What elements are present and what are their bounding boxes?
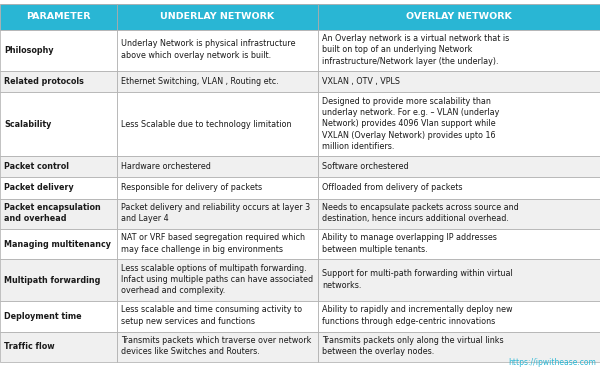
- Text: Designed to provide more scalability than
underlay network. For e.g. – VLAN (und: Designed to provide more scalability tha…: [322, 97, 499, 151]
- Text: Hardware orchestered: Hardware orchestered: [121, 162, 211, 171]
- Bar: [318, 259, 600, 301]
- Text: UNDERLAY NETWORK: UNDERLAY NETWORK: [160, 12, 275, 21]
- Text: https://ipwithease.com: https://ipwithease.com: [508, 358, 596, 367]
- Text: Scalability: Scalability: [4, 120, 52, 129]
- Bar: [0, 30, 117, 71]
- Bar: [117, 229, 318, 259]
- Text: Philosophy: Philosophy: [4, 46, 53, 55]
- Text: NAT or VRF based segregation required which
may face challenge in big environmen: NAT or VRF based segregation required wh…: [121, 233, 305, 253]
- Bar: [0, 199, 117, 229]
- Text: Deployment time: Deployment time: [4, 312, 82, 321]
- Bar: [117, 30, 318, 71]
- Bar: [117, 332, 318, 362]
- Bar: [318, 92, 600, 157]
- Text: PARAMETER: PARAMETER: [26, 12, 91, 21]
- Bar: [0, 332, 117, 362]
- Bar: [117, 178, 318, 199]
- Bar: [117, 71, 318, 92]
- Bar: [117, 259, 318, 301]
- Bar: [318, 332, 600, 362]
- Bar: [318, 157, 600, 178]
- Bar: [0, 301, 117, 332]
- Bar: [318, 71, 600, 92]
- Bar: [0, 229, 117, 259]
- Text: Related protocols: Related protocols: [4, 77, 84, 87]
- Text: Offloaded from delivery of packets: Offloaded from delivery of packets: [322, 184, 463, 192]
- Text: Software orchestered: Software orchestered: [322, 162, 409, 171]
- Bar: [318, 178, 600, 199]
- Bar: [318, 301, 600, 332]
- Text: Less Scalable due to technology limitation: Less Scalable due to technology limitati…: [121, 120, 292, 129]
- Bar: [117, 301, 318, 332]
- Bar: [318, 229, 600, 259]
- Text: Packet delivery and reliability occurs at layer 3
and Layer 4: Packet delivery and reliability occurs a…: [121, 203, 310, 223]
- Text: Packet encapsulation
and overhead: Packet encapsulation and overhead: [4, 203, 101, 223]
- Bar: [117, 199, 318, 229]
- Bar: [0, 157, 117, 178]
- Text: OVERLAY NETWORK: OVERLAY NETWORK: [406, 12, 512, 21]
- Text: Less scalable options of multipath forwarding.
Infact using multiple paths can h: Less scalable options of multipath forwa…: [121, 263, 313, 296]
- Text: Managing multitenancy: Managing multitenancy: [4, 240, 111, 249]
- Text: Transmits packets only along the virtual links
between the overlay nodes.: Transmits packets only along the virtual…: [322, 336, 503, 356]
- Text: An Overlay network is a virtual network that is
built on top of an underlying Ne: An Overlay network is a virtual network …: [322, 34, 509, 66]
- Bar: [117, 92, 318, 157]
- Text: Transmits packets which traverse over network
devices like Switches and Routers.: Transmits packets which traverse over ne…: [121, 336, 311, 356]
- Bar: [318, 199, 600, 229]
- Text: Multipath forwarding: Multipath forwarding: [4, 276, 100, 285]
- Bar: [0, 4, 117, 30]
- Text: Needs to encapsulate packets across source and
destination, hence incurs additio: Needs to encapsulate packets across sour…: [322, 203, 519, 223]
- Bar: [318, 4, 600, 30]
- Text: Packet delivery: Packet delivery: [4, 184, 74, 192]
- Text: VXLAN , OTV , VPLS: VXLAN , OTV , VPLS: [322, 77, 400, 87]
- Bar: [0, 92, 117, 157]
- Text: Packet control: Packet control: [4, 162, 69, 171]
- Bar: [0, 259, 117, 301]
- Text: Traffic flow: Traffic flow: [4, 342, 55, 351]
- Text: Ability to rapidly and incrementally deploy new
functions through edge-centric i: Ability to rapidly and incrementally dep…: [322, 305, 512, 326]
- Bar: [318, 30, 600, 71]
- Text: Underlay Network is physical infrastructure
above which overlay network is built: Underlay Network is physical infrastruct…: [121, 40, 296, 60]
- Text: Support for multi-path forwarding within virtual
networks.: Support for multi-path forwarding within…: [322, 269, 513, 290]
- Text: Responsible for delivery of packets: Responsible for delivery of packets: [121, 184, 262, 192]
- Text: Less scalable and time consuming activity to
setup new services and functions: Less scalable and time consuming activit…: [121, 305, 302, 326]
- Text: Ethernet Switching, VLAN , Routing etc.: Ethernet Switching, VLAN , Routing etc.: [121, 77, 279, 87]
- Text: Ability to manage overlapping IP addresses
between multiple tenants.: Ability to manage overlapping IP address…: [322, 233, 497, 253]
- Bar: [0, 71, 117, 92]
- Bar: [117, 4, 318, 30]
- Bar: [0, 178, 117, 199]
- Bar: [117, 157, 318, 178]
